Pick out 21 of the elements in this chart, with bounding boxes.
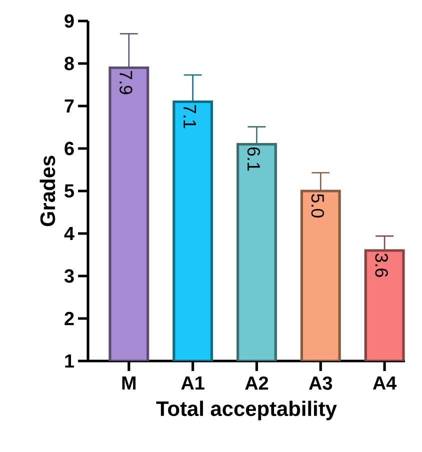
x-tick-label: A1 xyxy=(181,376,204,390)
x-tick-label: A2 xyxy=(245,376,268,390)
y-tick-label: 2 xyxy=(64,312,74,326)
x-tick-label: M xyxy=(122,376,136,390)
data-label: 7.9 xyxy=(120,70,132,94)
data-label: 7.1 xyxy=(184,104,196,128)
y-tick-label: 8 xyxy=(64,56,74,70)
y-axis-title: Grades xyxy=(40,156,56,226)
x-tick-label: A3 xyxy=(309,376,332,390)
x-tick-label: A4 xyxy=(372,376,397,390)
x-axis-title: Total acceptability xyxy=(156,400,337,420)
data-label: 3.6 xyxy=(375,253,388,277)
y-tick-label: 5 xyxy=(64,184,74,198)
y-tick-label: 4 xyxy=(64,226,74,240)
data-label: 5.0 xyxy=(311,194,324,218)
y-tick-label: 9 xyxy=(64,14,74,28)
y-tick-label: 3 xyxy=(64,269,74,283)
y-tick-label: 7 xyxy=(64,99,74,113)
data-label: 6.1 xyxy=(247,147,260,171)
y-tick-label: 6 xyxy=(64,142,74,156)
y-tick-label: 1 xyxy=(65,354,74,368)
